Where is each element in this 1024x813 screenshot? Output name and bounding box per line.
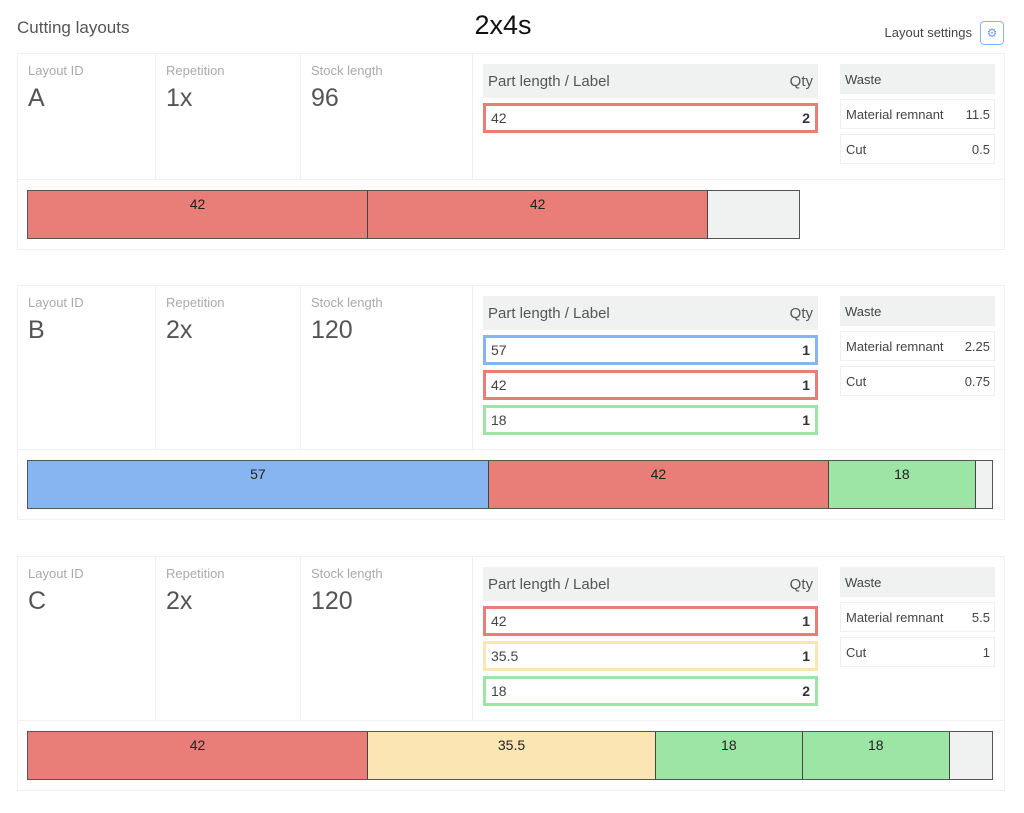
bar-segment: 18: [802, 732, 950, 779]
stock-length: 120: [311, 316, 353, 344]
waste-header: Waste: [840, 64, 995, 94]
cut-value: 1: [982, 644, 990, 660]
part-length: 42: [491, 110, 507, 126]
remnant-value: 11.5: [965, 106, 990, 122]
bar-segment: 42: [368, 191, 709, 238]
remnant-segment: [976, 461, 992, 508]
cut-label: Cut: [846, 644, 867, 660]
section-title: Cutting layouts: [17, 18, 130, 37]
part-row[interactable]: 57 1: [483, 335, 818, 365]
layout-settings-button[interactable]: ⚙: [980, 21, 1004, 45]
stock-length-label: Stock length: [311, 295, 383, 310]
stock-length: 96: [311, 84, 339, 112]
stock-length-label: Stock length: [311, 63, 383, 78]
part-length: 57: [491, 342, 507, 358]
repetition: 2x: [166, 316, 193, 344]
part-qty: 1: [802, 613, 810, 629]
bar-segment: 42: [28, 191, 369, 238]
part-qty: 2: [802, 683, 810, 699]
layout-id: C: [28, 587, 47, 615]
bar-segment: 42: [28, 732, 369, 779]
layout-id-label: Layout ID: [28, 566, 84, 581]
bar-segment: 35.5: [368, 732, 656, 779]
part-row[interactable]: 18 2: [483, 676, 818, 706]
layout-id-label: Layout ID: [28, 295, 84, 310]
part-header: Part length / Label: [488, 72, 610, 90]
remnant-segment: [708, 191, 799, 238]
cut-label: Cut: [846, 141, 867, 157]
cut-label: Cut: [846, 373, 867, 389]
cutting-bar: 42 35.5 18 18: [27, 731, 993, 780]
part-row[interactable]: 35.5 1: [483, 641, 818, 671]
part-row[interactable]: 42 1: [483, 370, 818, 400]
part-row[interactable]: 42 2: [483, 103, 818, 133]
parts-table: Part length / Label Qty 42 1 35.5 1 18 2: [473, 557, 828, 720]
repetition-label: Repetition: [166, 63, 225, 78]
layout-card: Layout ID C Repetition 2x Stock length 120 …: [17, 556, 1005, 791]
bar-segment: 57: [28, 461, 489, 508]
waste-header: Waste: [840, 296, 995, 326]
part-length: 42: [491, 377, 507, 393]
waste-table: Waste Material remnant 5.5 Cut 1: [840, 557, 995, 720]
repetition-label: Repetition: [166, 566, 225, 581]
part-qty: 2: [802, 110, 810, 126]
part-header: Part length / Label: [488, 304, 610, 322]
remnant-label: Material remnant: [846, 338, 944, 354]
remnant-label: Material remnant: [846, 609, 944, 625]
cut-value: 0.5: [971, 141, 990, 157]
part-row[interactable]: 42 1: [483, 606, 818, 636]
part-length: 35.5: [491, 648, 519, 664]
qty-header: Qty: [789, 304, 813, 322]
qty-header: Qty: [789, 72, 813, 90]
parts-table: Part length / Label Qty 42 2: [473, 54, 828, 179]
repetition-label: Repetition: [166, 295, 225, 310]
layout-settings-label[interactable]: Layout settings: [884, 25, 972, 40]
repetition: 2x: [166, 587, 193, 615]
bar-segment: 18: [655, 732, 803, 779]
page-title: 2x4s: [474, 10, 532, 40]
stock-length-label: Stock length: [311, 566, 383, 581]
layout-id: B: [28, 316, 45, 344]
bar-segment: 42: [488, 461, 829, 508]
part-qty: 1: [802, 377, 810, 393]
remnant-value: 5.5: [971, 609, 990, 625]
cutting-bar: 42 42: [27, 190, 800, 239]
part-header: Part length / Label: [488, 575, 610, 593]
part-qty: 1: [802, 342, 810, 358]
cut-value: 0.75: [964, 373, 990, 389]
parts-table: Part length / Label Qty 57 1 42 1 18 1: [473, 286, 828, 449]
part-length: 42: [491, 613, 507, 629]
part-length: 18: [491, 412, 507, 428]
waste-header: Waste: [840, 567, 995, 597]
cutting-bar: 57 42 18: [27, 460, 993, 509]
qty-header: Qty: [789, 575, 813, 593]
layout-card: Layout ID B Repetition 2x Stock length 120 …: [17, 285, 1005, 520]
remnant-segment: [950, 732, 992, 779]
part-qty: 1: [802, 412, 810, 428]
gears-icon: ⚙: [986, 26, 998, 40]
bar-segment: 18: [828, 461, 976, 508]
remnant-label: Material remnant: [846, 106, 944, 122]
part-qty: 1: [802, 648, 810, 664]
waste-table: Waste Material remnant 2.25 Cut 0.75: [840, 286, 995, 449]
layout-card: Layout ID A Repetition 1x Stock length 96 P…: [17, 53, 1005, 250]
waste-table: Waste Material remnant 11.5 Cut 0.5: [840, 54, 995, 179]
layout-id-label: Layout ID: [28, 63, 84, 78]
part-row[interactable]: 18 1: [483, 405, 818, 435]
remnant-value: 2.25: [964, 338, 990, 354]
repetition: 1x: [166, 84, 193, 112]
layout-id: A: [28, 84, 45, 112]
stock-length: 120: [311, 587, 353, 615]
part-length: 18: [491, 683, 507, 699]
